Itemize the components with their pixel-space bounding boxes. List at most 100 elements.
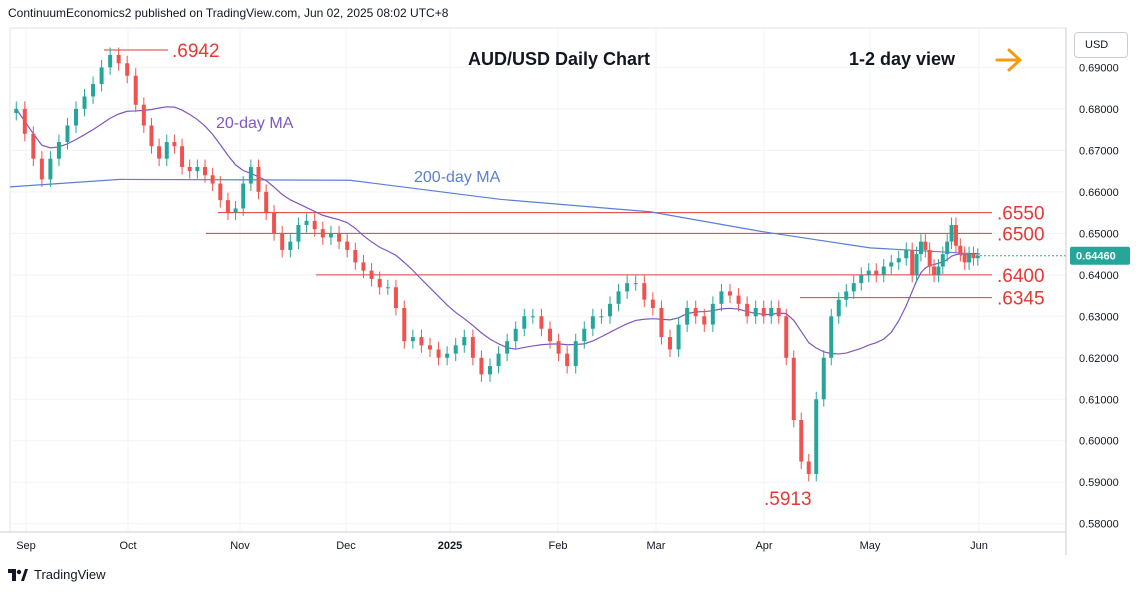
last-price-badge bbox=[1070, 246, 1130, 265]
candle-body bbox=[320, 229, 325, 238]
candle-body bbox=[133, 75, 138, 105]
candle-body bbox=[821, 357, 826, 400]
plot-frame bbox=[9, 27, 1067, 533]
candle-body bbox=[776, 308, 781, 317]
footer-brand: TradingView bbox=[34, 567, 106, 582]
candle-body bbox=[659, 308, 664, 338]
candle-body bbox=[949, 225, 954, 242]
candle-body bbox=[940, 254, 945, 267]
x-tick-label: Oct bbox=[119, 540, 136, 552]
candle-body bbox=[195, 166, 200, 172]
candle-body bbox=[761, 308, 766, 317]
y-tick-label: 0.67000 bbox=[1079, 145, 1119, 157]
candle-body bbox=[312, 220, 317, 230]
candle-body bbox=[31, 133, 36, 159]
candle-body bbox=[866, 270, 871, 275]
candle-body bbox=[125, 63, 130, 76]
candle-body bbox=[296, 225, 301, 242]
candle-body bbox=[874, 270, 879, 275]
right-arrow-icon bbox=[995, 48, 1022, 72]
y-tick-label: 0.63000 bbox=[1079, 311, 1119, 323]
publisher-header: ContinuumEconomics2 published on Trading… bbox=[8, 6, 449, 20]
candle-body bbox=[736, 295, 741, 304]
candle-body bbox=[953, 225, 958, 246]
level-label: .6500 bbox=[997, 224, 1045, 245]
candle-body bbox=[233, 208, 238, 213]
level-label: .5913 bbox=[764, 489, 812, 510]
candle-body bbox=[745, 303, 750, 317]
y-tick-label: 0.66000 bbox=[1079, 187, 1119, 199]
chart-title: AUD/USD Daily Chart bbox=[468, 49, 650, 69]
candle-body bbox=[784, 316, 789, 358]
candle-body bbox=[14, 108, 19, 114]
candle-body bbox=[248, 166, 253, 184]
candle-body bbox=[844, 291, 849, 300]
candle-body bbox=[936, 266, 941, 275]
x-tick-label: Feb bbox=[549, 540, 568, 552]
ma200-label: 200-day MA bbox=[414, 169, 501, 186]
level-label: .6550 bbox=[997, 204, 1045, 225]
candle-body bbox=[56, 142, 61, 159]
candle-body bbox=[599, 316, 604, 318]
chart-subtitle: 1-2 day view bbox=[849, 49, 956, 69]
candle-body bbox=[410, 337, 415, 342]
x-tick-label: Jun bbox=[970, 540, 988, 552]
candle-body bbox=[141, 104, 146, 126]
candle-body bbox=[927, 249, 932, 267]
candle-body bbox=[590, 316, 595, 329]
candle-body bbox=[896, 258, 901, 263]
candle-body bbox=[479, 357, 484, 375]
candle-body bbox=[668, 337, 672, 350]
candle-body bbox=[539, 316, 544, 329]
candle-body bbox=[419, 337, 424, 346]
candle-body bbox=[859, 274, 864, 284]
candle-body bbox=[91, 84, 96, 97]
grid bbox=[9, 27, 1067, 533]
candle-body bbox=[210, 175, 215, 184]
candle-body bbox=[522, 316, 527, 329]
candle-body bbox=[280, 233, 285, 250]
y-tick-label: 0.65000 bbox=[1079, 228, 1119, 240]
candle-body bbox=[157, 146, 162, 159]
level-lines bbox=[104, 49, 1066, 299]
y-tick-label: 0.61000 bbox=[1079, 394, 1119, 406]
candle-body bbox=[470, 337, 475, 358]
candle-body bbox=[304, 220, 309, 226]
candle-body bbox=[164, 142, 169, 159]
ma200-path bbox=[9, 178, 981, 255]
candle-body bbox=[108, 54, 113, 68]
candle-body bbox=[369, 270, 374, 279]
y-tick-label: 0.62000 bbox=[1079, 353, 1119, 365]
currency-selector[interactable]: USD bbox=[1074, 32, 1128, 58]
y-tick-label: 0.64000 bbox=[1079, 270, 1119, 282]
candle-body bbox=[945, 241, 950, 255]
candle-body bbox=[272, 212, 277, 234]
last-price-text: 0.64460 bbox=[1076, 251, 1116, 263]
candle-body bbox=[769, 308, 774, 317]
candle-body bbox=[345, 241, 350, 250]
candle-body bbox=[225, 200, 230, 213]
candle-body bbox=[187, 166, 192, 172]
candle-body bbox=[685, 308, 690, 325]
chart-labels: .6942 .6550.6500 .6400.6345 .5913 AUD/USD Da… bbox=[172, 41, 1045, 510]
candle-body bbox=[889, 262, 894, 267]
candle-body bbox=[172, 142, 177, 147]
candle-body bbox=[256, 166, 261, 192]
candle-body bbox=[728, 291, 732, 296]
y-tick-label: 0.59000 bbox=[1079, 477, 1119, 489]
candle-body bbox=[99, 67, 104, 84]
x-tick-label: 2025 bbox=[438, 540, 462, 552]
candle-body bbox=[548, 328, 552, 342]
y-tick-label: 0.68000 bbox=[1079, 104, 1119, 116]
candle-body bbox=[445, 353, 450, 358]
y-tick-label: 0.58000 bbox=[1079, 519, 1119, 531]
candle-body bbox=[180, 146, 185, 167]
candle-body bbox=[918, 241, 923, 255]
candle-body bbox=[791, 357, 796, 420]
candle-body bbox=[806, 461, 811, 474]
candle-body bbox=[642, 283, 647, 300]
ma20-line bbox=[15, 106, 978, 355]
candle-body bbox=[288, 241, 293, 250]
x-tick-label: May bbox=[860, 540, 881, 552]
